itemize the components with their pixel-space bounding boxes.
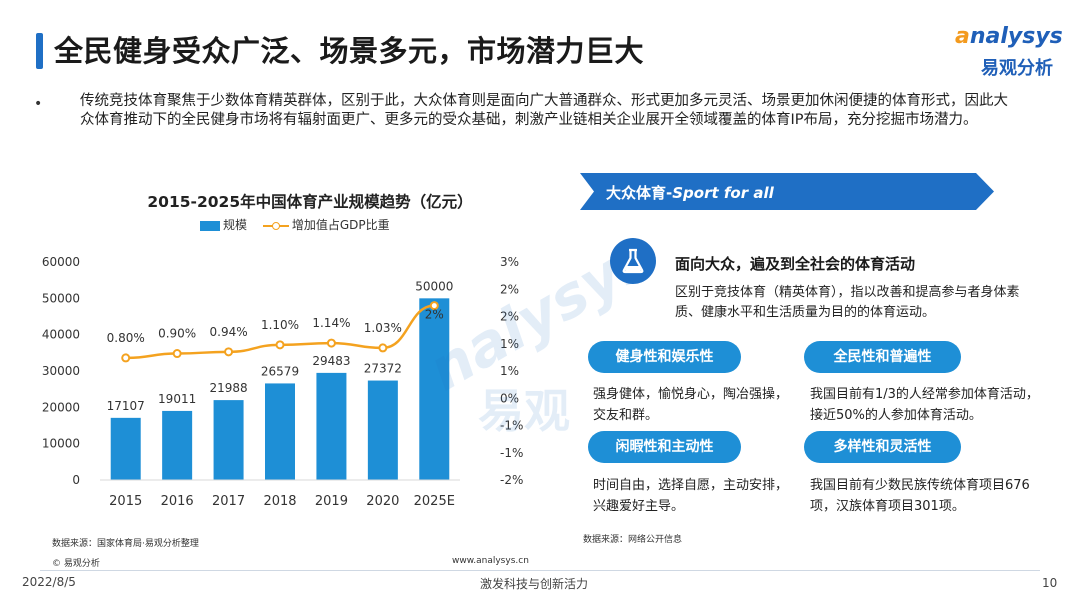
page-title: 全民健身受众广泛、场景多元，市场潜力巨大 [54,34,645,68]
legend-line-label: 增加值占GDP比重 [291,218,390,232]
gdp-share-label: 1.10% [261,318,299,332]
bar-2017 [213,400,244,480]
y-right-tick-label: 0% [500,391,519,405]
legend-bar-label: 规模 [223,218,248,232]
gdp-share-point-2025E [429,301,439,311]
y-left-tick-label: 40000 [42,328,80,342]
x-tick-label: 2020 [366,494,399,509]
analysys-logo: analysys 易观分析 [955,24,1065,80]
title-accent-bar [36,33,43,69]
gdp-share-point-2016 [172,349,182,359]
footer-divider [40,570,1040,571]
flask-icon [610,238,656,284]
feature-desc-fitness: 强身健体，愉悦身心，陶冶强操，交友和群。 [593,387,789,423]
intro-paragraph: 传统竞技体育聚焦于少数体育精英群体，区别于此，大众体育则是面向广大普通群众、形式… [80,93,1008,128]
headline-description: 区别于竞技体育（精英体育），指以改善和提高参与者身体素质、健康水平和生活质量为目… [675,285,1020,320]
y-right-tick-label: 2% [500,310,519,324]
bar-value-label: 29483 [312,354,350,368]
y-left-tick-label: 30000 [42,364,80,378]
feature-desc-leisure: 时间自由，选择自愿，主动安排，兴趣爱好主导。 [593,478,789,514]
bar-2018 [265,383,295,480]
y-right-tick-label: -1% [500,446,523,460]
legend-line-swatch [262,221,289,231]
bar-2016 [162,410,193,480]
bar-value-label: 26579 [261,364,299,378]
feature-pill-leisure: 闲暇性和主动性 [588,431,741,463]
y-right-tick-label: -2% [500,473,523,487]
legend-bar-swatch [200,220,220,231]
bar-value-label: 19011 [158,392,196,406]
feature-pill-universality: 全民性和普遍性 [804,341,961,373]
bar-value-label: 17107 [107,399,145,413]
chart-legend: 规模 增加值占GDP比重 [200,216,390,234]
gdp-share-point-2019 [326,338,336,348]
bar-2019 [316,372,347,480]
bar-value-label: 21988 [209,381,247,395]
copyright-note: © 易观分析 [52,559,100,569]
feature-pill-fitness: 健身性和娱乐性 [588,341,741,373]
gdp-share-point-2017 [224,347,234,357]
banner-title: 大众体育-Sport for all [606,184,774,202]
feature-desc-universality: 我国目前有1/3的人经常参加体育活动，接近50%的人参加体育活动。 [810,387,1039,423]
x-tick-label: 2016 [161,494,194,509]
x-tick-label: 2015 [109,494,142,509]
gdp-share-point-2015 [121,353,131,363]
bullet-marker: • [34,96,43,112]
gdp-share-label: 2% [425,307,444,321]
y-left-tick-label: 50000 [42,291,80,305]
feature-desc-diversity: 我国目前有少数民族传统体育项目676项，汉族体育项目301项。 [810,478,1030,514]
y-right-tick-label: 2% [500,282,519,296]
sport-for-all-banner [580,173,994,210]
feature-pill-diversity: 多样性和灵活性 [804,431,961,463]
logo-wordmark: analysys [955,24,1063,49]
industry-scale-chart: 0 10000 20000 30000 40000 50000 60000 -2% -1% -1%… [42,255,524,509]
y-right-tick-label: 3% [500,255,519,269]
gdp-share-label: 0.80% [107,331,145,345]
panel-source: 数据来源：网络公开信息 [583,535,683,545]
bar-2015 [110,417,141,480]
y-left-tick-label: 10000 [42,437,80,451]
headline: 面向大众，遍及到全社会的体育活动 [675,255,916,273]
bar-value-label: 50000 [415,279,453,293]
gdp-share-point-2020 [378,343,388,353]
gdp-share-label: 0.90% [158,327,196,341]
bar-2020 [367,380,398,480]
gdp-share-label: 1.14% [312,316,350,330]
y-right-tick-label: 1% [500,337,519,351]
x-tick-label: 2019 [315,494,348,509]
footer-date: 2022/8/5 [22,575,76,589]
logo-chinese: 易观分析 [981,58,1053,79]
bar-2025E [419,298,450,480]
footer-slogan: 激发科技与创新活力 [480,577,589,591]
y-left-tick-label: 20000 [42,400,80,414]
chart-source: 数据来源：国家体育局·易观分析整理 [52,539,199,549]
x-tick-label: 2025E [414,494,455,509]
site-url: www.analysys.cn [452,556,529,566]
y-left-tick-label: 0 [72,473,80,487]
y-left-tick-label: 60000 [42,255,80,269]
page-number: 10 [1042,576,1058,590]
x-tick-label: 2017 [212,494,245,509]
gdp-share-label: 0.94% [210,325,248,339]
x-tick-label: 2018 [263,494,296,509]
gdp-share-point-2018 [275,340,285,350]
y-right-tick-label: 1% [500,364,519,378]
y-right-tick-label: -1% [500,419,523,433]
chart-title: 2015-2025年中国体育产业规模趋势（亿元） [147,193,473,211]
gdp-share-label: 1.03% [364,321,402,335]
bar-value-label: 27372 [364,362,402,376]
